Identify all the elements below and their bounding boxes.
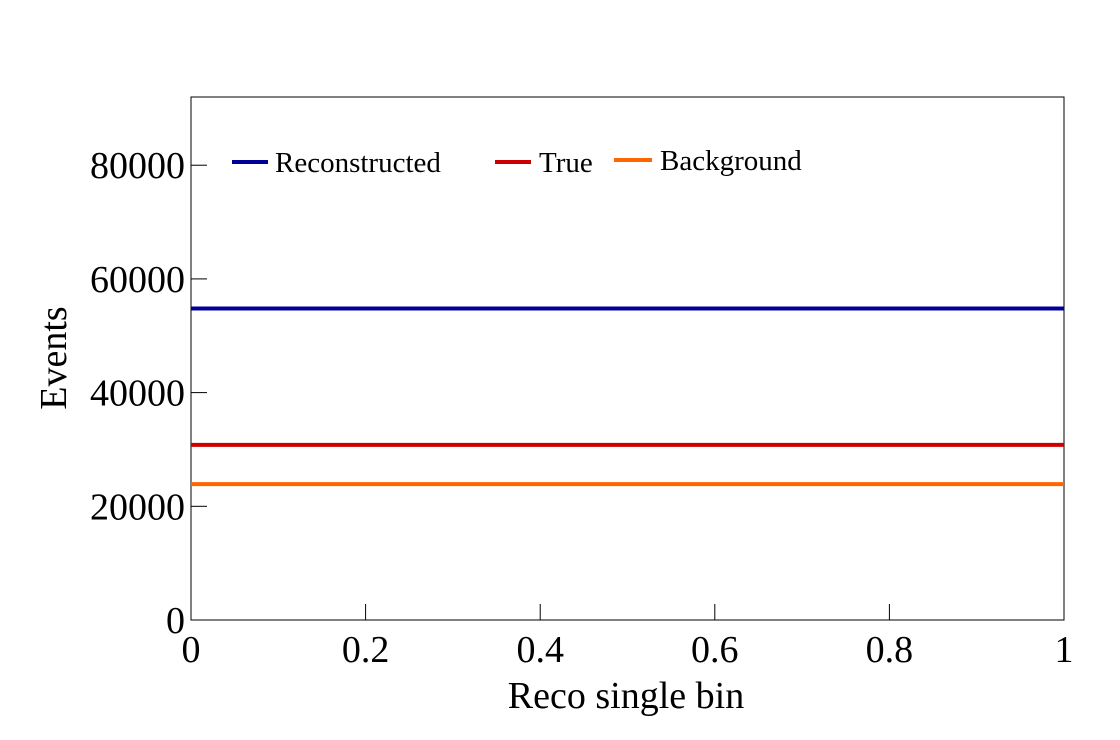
x-tick-label: 0.2 xyxy=(342,629,390,671)
x-tick-label: 0 xyxy=(182,629,201,671)
x-tick-label: 0.4 xyxy=(516,629,564,671)
legend-label: Reconstructed xyxy=(275,147,441,179)
x-tick-label: 0.8 xyxy=(866,629,914,671)
plot-area: 0 0.2 0.4 0.6 0.8 1 0 20000 40000 60000 80000 Recon… xyxy=(90,96,1074,671)
legend-label: Background xyxy=(660,145,802,177)
y-axis-label: Events xyxy=(33,306,75,409)
x-tick-label: 0.6 xyxy=(691,629,739,671)
y-tick-label: 40000 xyxy=(90,373,185,415)
x-tick-label: 1 xyxy=(1055,629,1074,671)
y-tick-label: 0 xyxy=(166,600,185,642)
y-tick-label: 60000 xyxy=(90,259,185,301)
y-tick-label: 20000 xyxy=(90,486,185,528)
y-tick-label: 80000 xyxy=(90,145,185,187)
legend-label: True xyxy=(539,147,593,179)
plot-frame xyxy=(190,96,1065,621)
x-axis-label: Reco single bin xyxy=(508,675,744,717)
